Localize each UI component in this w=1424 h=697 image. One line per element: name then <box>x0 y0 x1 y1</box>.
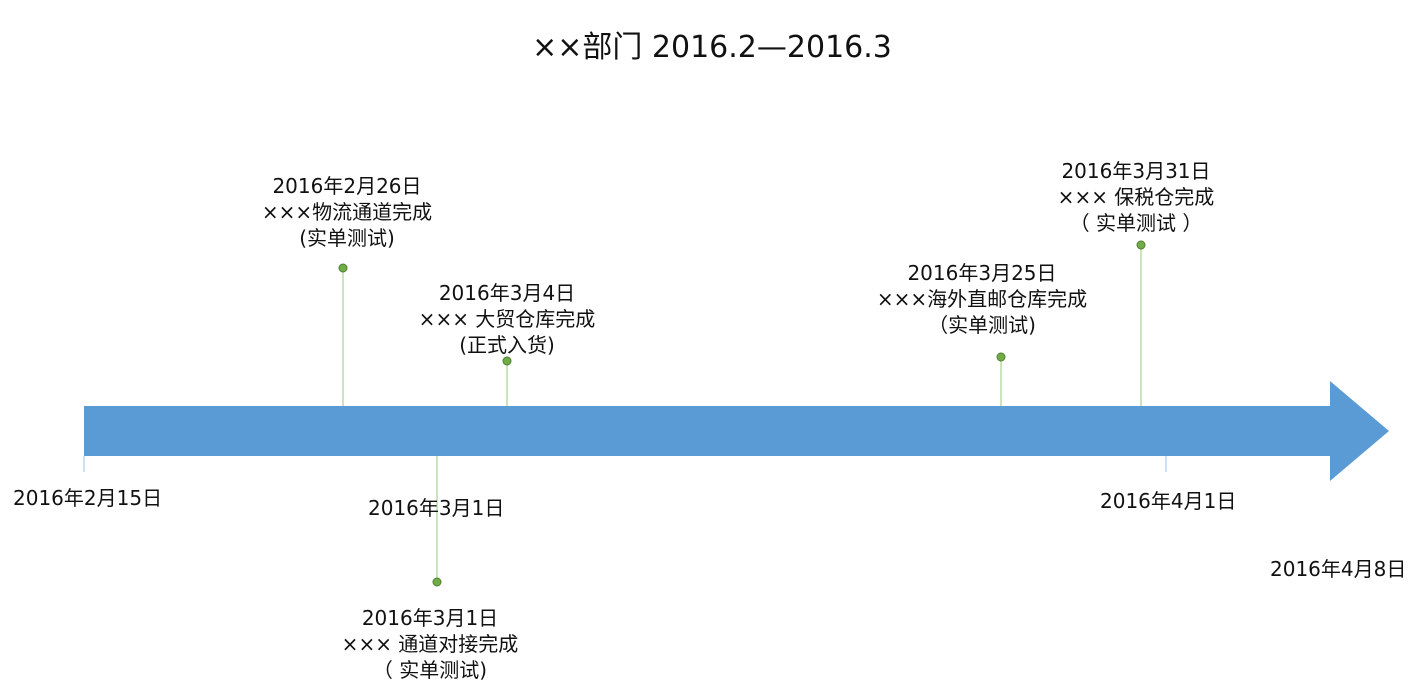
event-date: 2016年3月1日 <box>361 606 499 630</box>
event-marker-feb26 <box>338 263 348 273</box>
event-title: ××× 保税仓完成 <box>1057 185 1215 209</box>
event-note: (正式入货) <box>459 333 555 357</box>
event-label-feb26: 2016年2月26日 ×××物流通道完成 (实单测试) <box>262 173 432 251</box>
axis-label-start: 2016年2月15日 <box>13 486 163 510</box>
event-note: （实单测试) <box>928 313 1036 337</box>
axis-label-mar1: 2016年3月1日 <box>368 496 505 520</box>
event-label-mar1: 2016年3月1日 ××× 通道对接完成 （ 实单测试) <box>342 605 519 683</box>
timeline-arrow <box>84 381 1389 481</box>
event-date: 2016年3月31日 <box>1061 159 1211 183</box>
event-marker-mar31 <box>1136 240 1146 250</box>
chart-title: ××部门 2016.2—2016.3 <box>532 30 892 65</box>
event-date: 2016年3月4日 <box>438 281 576 305</box>
axis-label-end: 2016年4月8日 <box>1270 557 1407 581</box>
axis-label-apr1: 2016年4月1日 <box>1100 489 1237 513</box>
event-marker-mar4 <box>502 356 512 366</box>
event-title: ×××物流通道完成 <box>261 200 433 224</box>
event-title: ××× 大贸仓库完成 <box>418 307 596 331</box>
event-date: 2016年3月25日 <box>907 261 1057 285</box>
event-note: （ 实单测试 ） <box>1069 211 1203 235</box>
event-date: 2016年2月26日 <box>272 174 422 198</box>
event-label-mar4: 2016年3月4日 ××× 大贸仓库完成 (正式入货) <box>419 280 596 358</box>
event-label-mar25: 2016年3月25日 ×××海外直邮仓库完成 （实单测试) <box>877 260 1087 338</box>
event-title: ××× 通道对接完成 <box>341 632 519 656</box>
event-note: （ 实单测试) <box>372 658 488 682</box>
event-title: ×××海外直邮仓库完成 <box>876 287 1088 311</box>
event-note: (实单测试) <box>299 226 395 250</box>
event-label-mar31: 2016年3月31日 ××× 保税仓完成 （ 实单测试 ） <box>1058 158 1215 236</box>
event-marker-mar25 <box>996 352 1006 362</box>
event-marker-mar1 <box>432 577 442 587</box>
